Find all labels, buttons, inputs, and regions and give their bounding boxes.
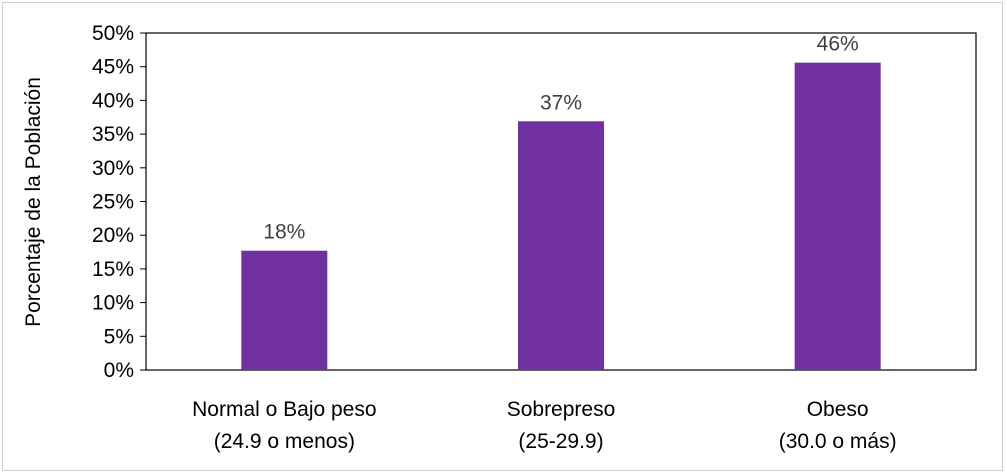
x-category-label: Obeso <box>807 398 869 421</box>
y-tick-label: 30% <box>92 157 134 180</box>
data-labels: 18% 37% 46% <box>263 33 858 244</box>
x-axis: Normal o Bajo peso (24.9 o menos) Sobrepre… <box>192 398 896 453</box>
y-tick-label: 45% <box>92 56 134 79</box>
y-tick-label: 35% <box>92 123 134 146</box>
bar <box>794 62 881 370</box>
y-tick-label: 0% <box>104 359 134 382</box>
bar <box>518 121 604 370</box>
y-tick-label: 25% <box>92 191 134 214</box>
y-tick-label: 15% <box>92 258 134 281</box>
x-category-label: (24.9 o menos) <box>214 430 355 453</box>
x-category-label: (25-29.9) <box>518 430 603 453</box>
bars <box>241 62 881 370</box>
y-axis: 0% 5% 10% 15% 20% 25% 30% 35% 40% 45% 50% <box>92 22 146 382</box>
y-tick-label: 5% <box>104 325 134 348</box>
bar-data-label: 18% <box>263 221 305 244</box>
bar <box>241 250 328 370</box>
y-axis-title: Porcentaje de la Población <box>22 77 45 327</box>
y-tick-label: 10% <box>92 292 134 315</box>
y-tick-label: 50% <box>92 22 134 45</box>
y-tick-label: 20% <box>92 224 134 247</box>
x-category-label: Sobrepreso <box>507 398 616 421</box>
y-tick-label: 40% <box>92 89 134 112</box>
bar-data-label: 46% <box>817 33 859 56</box>
bar-data-label: 37% <box>540 91 582 114</box>
y-axis-title-group: Porcentaje de la Población <box>22 77 45 327</box>
x-category-label: (30.0 o más) <box>779 430 897 453</box>
x-category-label: Normal o Bajo peso <box>192 398 376 421</box>
